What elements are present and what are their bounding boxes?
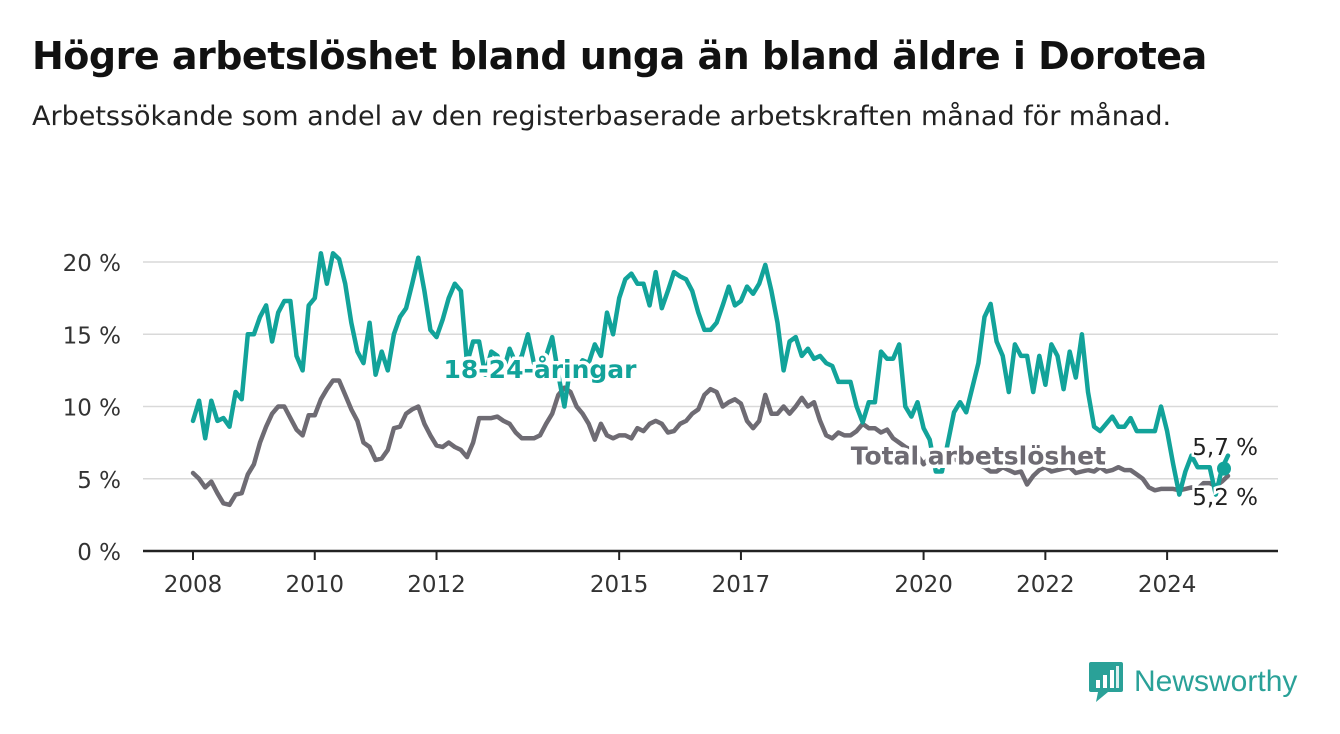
y-tick-label: 10 % (63, 396, 121, 422)
series-lines (190, 251, 1231, 508)
newsworthy-logo-icon (1089, 662, 1123, 702)
x-tick-label: 2022 (1016, 572, 1075, 598)
series-annotations: 18-24-åringar Total arbetslöshet (440, 351, 1110, 474)
series-line-1 (190, 378, 1231, 508)
y-tick-label: 15 % (63, 323, 121, 349)
end-labels: 5,7 % 5,2 % (1190, 433, 1261, 514)
x-tick-label: 2024 (1138, 572, 1197, 598)
x-tick-labels: 2008 2010 2012 2015 2017 2020 2022 2024 (164, 551, 1197, 598)
brand-logo: Newsworthy (1088, 660, 1297, 704)
gridlines (143, 261, 1278, 553)
y-tick-labels: 0 % 5 % 10 % 15 % 20 % (63, 251, 121, 566)
x-tick-label: 2017 (712, 572, 771, 598)
youth-end-marker (1217, 461, 1231, 476)
x-tick-label: 2010 (285, 572, 344, 598)
x-tick-label: 2015 (590, 572, 649, 598)
chart-title: Högre arbetslöshet bland unga än bland ä… (32, 34, 1207, 78)
x-tick-label: 2012 (407, 572, 466, 598)
x-tick-label: 2020 (894, 572, 953, 598)
y-tick-label: 5 % (77, 468, 121, 494)
x-tick-label: 2008 (164, 572, 223, 598)
end-value-label: 5,2 % (1192, 485, 1258, 511)
brand-name: Newsworthy (1134, 665, 1298, 698)
chart-subtitle: Arbetssökande som andel av den registerb… (32, 101, 1172, 132)
y-tick-label: 0 % (77, 540, 121, 566)
end-value-label: 5,7 % (1192, 435, 1258, 461)
y-tick-label: 20 % (63, 251, 121, 277)
series-annotation: 18-24-åringar (444, 355, 638, 384)
series-line-0 (190, 251, 1231, 497)
series-annotation: Total arbetslöshet (851, 442, 1106, 471)
